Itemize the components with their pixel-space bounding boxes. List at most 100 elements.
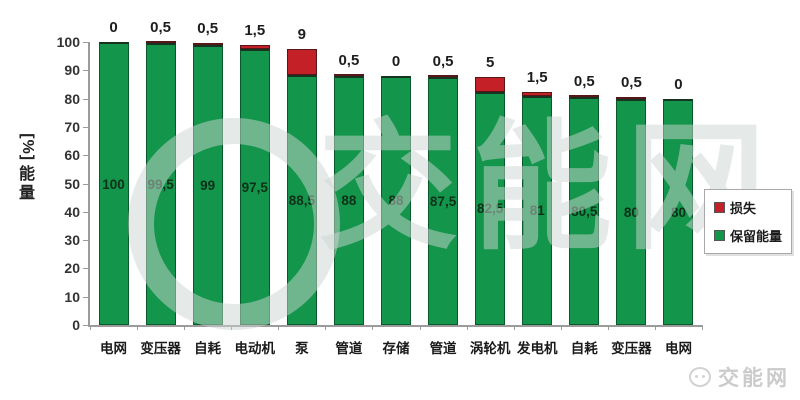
y-axis-tick-label: 100 xyxy=(56,34,80,50)
x-axis-tick-mark xyxy=(137,325,139,330)
bar-retained-segment: 88 xyxy=(380,75,411,325)
bar-value-label: 88 xyxy=(388,193,404,209)
x-axis-label: 管道 xyxy=(335,341,363,356)
x-axis-tick-mark xyxy=(560,325,562,330)
legend-label-retained: 保留能量 xyxy=(730,229,783,244)
bar-loss-label: 0,5 xyxy=(432,52,454,70)
bar-retained-segment: 88,5 xyxy=(286,74,317,325)
x-axis-tick-mark xyxy=(325,325,327,330)
legend-swatch-loss xyxy=(714,202,725,213)
bar-value-label: 88 xyxy=(341,193,357,209)
bar-loss-segment xyxy=(286,49,317,75)
x-axis-tick-mark xyxy=(372,325,374,330)
x-axis-tick-mark xyxy=(607,325,609,330)
x-axis-label: 泵 xyxy=(295,341,309,356)
bar-retained-segment: 99 xyxy=(192,44,223,325)
bar-group: 9 88,5 泵 xyxy=(278,26,325,356)
bar-value-label: 81 xyxy=(529,203,545,219)
x-axis-label: 电网 xyxy=(100,341,128,356)
plot-area: 100 90 80 70 60 50 40 30 20 10 0 0 100 电网 0,5 99,5 变压器 0,… xyxy=(57,19,703,356)
x-axis-tick-mark xyxy=(702,325,703,330)
legend: 损失 保留能量 xyxy=(704,189,793,254)
legend-item-loss: 损失 xyxy=(714,198,782,217)
x-axis-label: 发电机 xyxy=(516,341,558,356)
bar-loss-label: 0 xyxy=(109,19,118,36)
y-axis-tick-label: 30 xyxy=(64,232,80,249)
x-axis-label: 自耗 xyxy=(570,341,598,356)
x-axis-label: 电网 xyxy=(664,341,692,356)
bar-loss-segment xyxy=(475,77,506,92)
x-axis-label: 存储 xyxy=(382,341,410,356)
bar-retained-segment: 87,5 xyxy=(428,77,459,325)
bar-group: 0,5 88 管道 xyxy=(325,42,372,356)
x-axis-label: 变压器 xyxy=(611,341,652,356)
bar-retained-segment: 80 xyxy=(663,98,694,325)
bar-loss-label: 0,5 xyxy=(197,20,219,38)
bar-loss-segment xyxy=(192,42,223,45)
bar-loss-label: 5 xyxy=(485,54,495,72)
y-axis-tick-label: 40 xyxy=(64,203,80,220)
bar-loss-segment xyxy=(569,95,600,98)
bar-loss-label: 0,5 xyxy=(573,72,595,90)
bar-group: 0,5 99,5 变压器 xyxy=(137,19,184,356)
bar-loss-label: 1,5 xyxy=(244,21,266,39)
y-axis-title-char: 能 xyxy=(18,166,35,184)
y-axis-title: [%] 能 量 xyxy=(14,133,40,203)
brand-watermark: 交能网 xyxy=(689,362,790,392)
x-axis-label: 电动机 xyxy=(234,341,276,356)
y-axis-tick-label: 90 xyxy=(64,62,80,79)
bar-group: 0 100 电网 xyxy=(90,19,137,356)
bar-value-label: 82,5 xyxy=(477,201,504,217)
bar-retained-segment: 88 xyxy=(333,75,364,325)
bar-loss-segment xyxy=(239,44,270,50)
bar-value-label: 99,5 xyxy=(147,177,174,193)
bar-loss-segment xyxy=(333,73,364,76)
bar-loss-segment xyxy=(522,91,553,96)
y-axis-tick-label: 70 xyxy=(64,118,80,135)
x-axis-label: 自耗 xyxy=(194,341,222,356)
bar-group: 0,5 80,5 自耗 xyxy=(561,42,608,356)
x-axis-tick-mark xyxy=(278,325,280,330)
y-axis-tick-label: 10 xyxy=(64,288,80,305)
y-axis-tick-mark xyxy=(83,126,88,128)
bar-retained-segment: 81 xyxy=(522,95,553,325)
bar-retained-segment: 99,5 xyxy=(145,43,176,325)
y-axis-unit: [%] xyxy=(19,133,37,162)
y-axis-tick-label: 80 xyxy=(64,90,80,107)
y-axis-tick-mark xyxy=(83,42,88,43)
y-axis-tick-mark xyxy=(83,240,88,242)
y-axis-tick-mark xyxy=(83,211,88,213)
y-axis-tick-mark xyxy=(83,296,88,298)
legend-item-retained: 保留能量 xyxy=(714,226,782,245)
bar-loss-label: 0 xyxy=(391,52,401,70)
bar-group: 0,5 80 变压器 xyxy=(608,42,655,356)
bar-retained-segment: 100 xyxy=(98,42,129,325)
bar-group: 0 88 存储 xyxy=(372,42,419,356)
y-axis-tick-label: 20 xyxy=(64,260,80,277)
bar-loss-label: 0,5 xyxy=(620,74,642,92)
y-axis-title-char: 量 xyxy=(18,184,35,202)
bar-group: 0,5 99 自耗 xyxy=(184,20,231,356)
bar-value-label: 87,5 xyxy=(429,194,457,210)
bar-group: 1,5 81 发电机 xyxy=(514,42,561,356)
bar-group: 1,5 97,5 电动机 xyxy=(231,22,278,356)
bar-loss-label: 0,5 xyxy=(150,19,172,36)
x-axis-label: 管道 xyxy=(429,341,457,356)
bar-value-label: 97,5 xyxy=(241,180,268,196)
x-axis-tick-mark xyxy=(184,325,186,330)
bar-value-label: 100 xyxy=(102,176,125,192)
bar-value-label: 80 xyxy=(623,204,639,220)
bar-group: 0,5 87,5 管道 xyxy=(420,42,467,356)
bar-value-label: 88,5 xyxy=(288,192,315,208)
x-axis-tick-mark xyxy=(419,325,421,330)
brand-mascot-icon xyxy=(689,367,711,387)
bar-group: 5 82,5 涡轮机 xyxy=(467,42,514,356)
bar-retained-segment: 80 xyxy=(616,98,647,325)
bar-loss-label: 1,5 xyxy=(526,68,548,86)
x-axis-tick-mark xyxy=(90,325,91,330)
x-axis-tick-mark xyxy=(466,325,468,330)
x-axis-label: 变压器 xyxy=(140,341,181,356)
bar-retained-segment: 80,5 xyxy=(569,97,600,325)
bar-group: 0 80 电网 xyxy=(655,42,702,356)
bar-value-label: 80 xyxy=(670,204,686,220)
